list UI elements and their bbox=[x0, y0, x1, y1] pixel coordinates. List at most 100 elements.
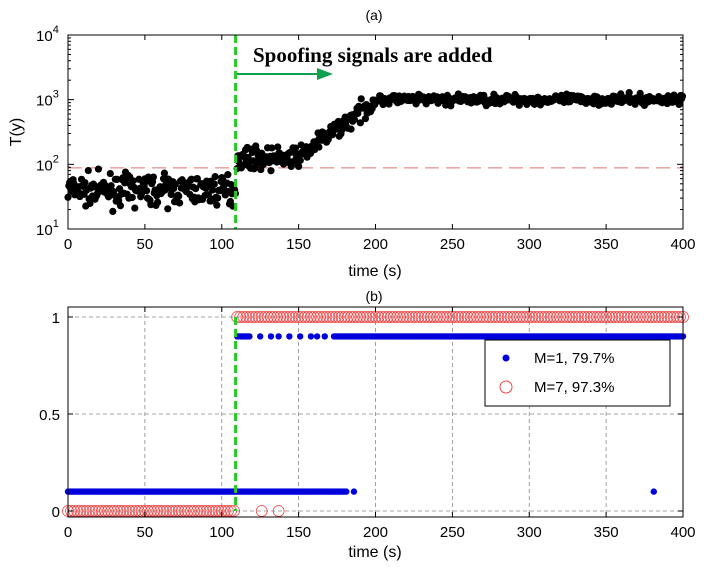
data-point-m7 bbox=[464, 311, 477, 323]
data-point bbox=[109, 207, 117, 215]
y-tick-label: 1 bbox=[52, 310, 60, 327]
data-point-m7 bbox=[265, 311, 277, 323]
panel-a: (a) 0 50 100 150 200 250 300 350 400 101 102 103 10… bbox=[8, 7, 696, 280]
data-point bbox=[154, 198, 162, 206]
data-point-m7 bbox=[344, 311, 357, 323]
data-point-m7 bbox=[323, 311, 336, 323]
data-point-m1 bbox=[296, 333, 304, 340]
data-point-m7 bbox=[286, 311, 299, 323]
data-point-m7 bbox=[231, 311, 244, 323]
data-point-m7 bbox=[480, 311, 493, 323]
data-point-m7 bbox=[403, 311, 416, 323]
data-point-m7 bbox=[554, 311, 566, 323]
data-point-m7 bbox=[415, 311, 428, 323]
legend-label-m7: M=7, 97.3% bbox=[534, 379, 614, 396]
data-point-m7 bbox=[664, 311, 677, 323]
data-point-m7 bbox=[434, 311, 446, 323]
data-point bbox=[209, 186, 217, 194]
panel-b: (b) 0 50 100 150 200 250 300 350 400 00.51 time … bbox=[39, 288, 695, 561]
data-point-m7 bbox=[289, 311, 302, 323]
data-point-m7 bbox=[612, 311, 625, 323]
data-point-m7 bbox=[381, 311, 394, 323]
legend-marker-m1 bbox=[502, 354, 510, 362]
data-point bbox=[350, 115, 359, 124]
data-point-m7 bbox=[351, 311, 363, 323]
data-point bbox=[107, 182, 115, 190]
data-point-m7 bbox=[378, 311, 391, 323]
data-point-m7 bbox=[594, 311, 606, 323]
data-point-m7 bbox=[400, 311, 413, 323]
y-tick-label: 104 bbox=[36, 24, 59, 45]
data-point-m7 bbox=[572, 311, 585, 323]
data-point-m7 bbox=[643, 311, 656, 323]
data-point-m7 bbox=[529, 311, 542, 323]
data-point-m7 bbox=[424, 311, 437, 323]
data-point-m7 bbox=[255, 311, 268, 323]
x-tick-label: 0 bbox=[64, 524, 72, 541]
data-point-m7 bbox=[283, 311, 296, 323]
data-point-m7 bbox=[366, 311, 379, 323]
x-tick-label: 50 bbox=[137, 524, 154, 541]
data-point-m7 bbox=[348, 311, 360, 323]
data-point bbox=[192, 185, 200, 193]
data-point bbox=[193, 174, 201, 183]
panel-b-title: (b) bbox=[365, 288, 382, 304]
data-point-m7 bbox=[280, 311, 293, 323]
data-point bbox=[210, 180, 218, 188]
data-point-m7 bbox=[501, 311, 514, 323]
x-tick-label: 250 bbox=[440, 524, 465, 541]
data-point-m7 bbox=[437, 311, 450, 323]
data-point-m1 bbox=[286, 333, 293, 340]
data-point-m7 bbox=[560, 311, 573, 323]
data-point-m7 bbox=[246, 311, 259, 323]
data-point bbox=[128, 193, 136, 202]
data-point-m7 bbox=[618, 311, 631, 323]
data-point-m7 bbox=[261, 311, 274, 323]
data-point-m7 bbox=[471, 311, 483, 323]
data-point bbox=[268, 144, 276, 152]
data-point-m7 bbox=[630, 311, 643, 323]
data-point bbox=[274, 143, 282, 151]
data-point bbox=[164, 205, 172, 213]
data-point-m7 bbox=[609, 311, 622, 323]
data-point-m7 bbox=[268, 311, 280, 323]
data-point-m7 bbox=[575, 311, 588, 323]
data-point-m7 bbox=[498, 311, 511, 323]
data-point-m7 bbox=[655, 311, 668, 323]
data-point-m7 bbox=[563, 311, 576, 323]
data-point bbox=[636, 89, 644, 97]
data-point bbox=[86, 199, 94, 208]
data-point-m1 bbox=[307, 333, 315, 340]
x-tick-label: 200 bbox=[363, 524, 388, 541]
data-point-m7 bbox=[544, 311, 557, 323]
data-point-m7 bbox=[520, 311, 533, 323]
data-point bbox=[211, 173, 219, 181]
data-point-m1 bbox=[275, 333, 282, 340]
data-point-m7 bbox=[587, 311, 600, 323]
data-point-m7 bbox=[581, 311, 594, 323]
data-point-m7 bbox=[452, 311, 465, 323]
legend-marker-m7 bbox=[499, 380, 513, 394]
data-point bbox=[224, 171, 232, 179]
data-point-m7 bbox=[418, 311, 431, 323]
legend-label-m1: M=1, 79.7% bbox=[534, 350, 614, 367]
data-point bbox=[291, 144, 300, 152]
data-point-m7 bbox=[431, 311, 443, 323]
data-point-m7 bbox=[363, 311, 376, 323]
data-point-m7 bbox=[277, 311, 290, 323]
data-point bbox=[149, 173, 158, 181]
legend-box bbox=[484, 339, 671, 407]
data-point bbox=[267, 167, 275, 175]
data-point-m7 bbox=[461, 311, 474, 323]
x-tick-label: 300 bbox=[517, 524, 542, 541]
data-point-m7 bbox=[354, 311, 367, 323]
data-point-m7 bbox=[455, 311, 468, 323]
x-tick-label: 150 bbox=[286, 524, 311, 541]
data-point-m7 bbox=[252, 311, 265, 323]
data-point-m1 bbox=[321, 333, 328, 340]
data-point-m7 bbox=[547, 311, 560, 323]
data-point bbox=[160, 169, 168, 177]
data-point-m7 bbox=[308, 311, 320, 323]
data-point-m7 bbox=[458, 311, 471, 323]
x-tick-label: 0 bbox=[64, 236, 72, 253]
